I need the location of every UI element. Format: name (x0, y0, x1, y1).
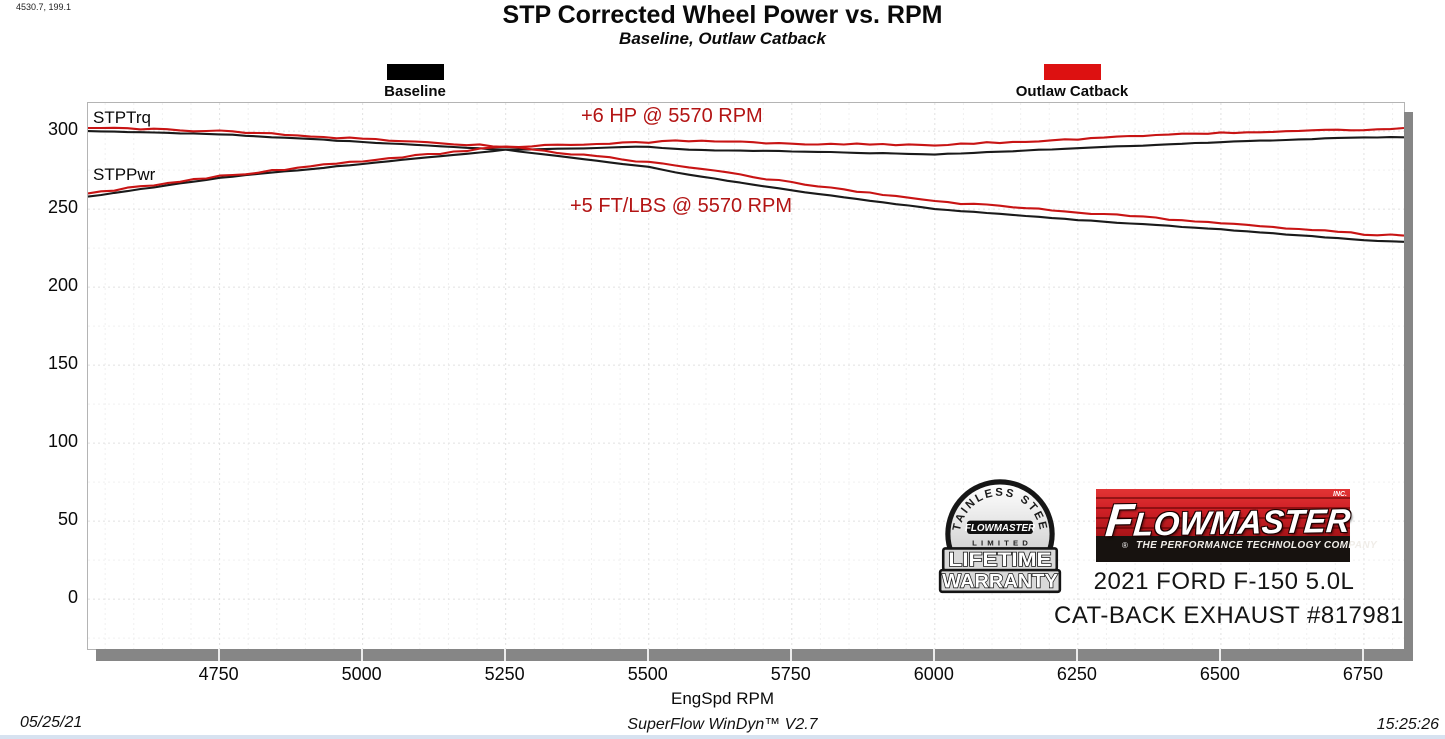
power-curve-label: STPPwr (93, 165, 156, 184)
badge-brand-plaque (966, 520, 1034, 534)
badge-brand-text: FLOWMASTER (965, 523, 1036, 534)
logo-registered-mark: ® (1122, 541, 1128, 550)
x-axis-tick-label: 6750 (1342, 664, 1383, 684)
hp-gain-annotation: +6 HP @ 5570 RPM (581, 105, 763, 127)
x-axis-bar-tick (646, 649, 649, 661)
x-axis-tick-label: 6500 (1199, 664, 1240, 684)
plot-shadow-right (1404, 112, 1413, 661)
badge-limited-text: LIMITED (972, 538, 1032, 547)
badge-warranty-text: WARRANTY (942, 571, 1058, 593)
curve-outlaw-catback-stptrq (88, 126, 1405, 237)
y-axis-tick-label: 100 (47, 431, 78, 452)
baseline-color-swatch (386, 64, 444, 80)
chart-subtitle: Baseline, Outlaw Catback (619, 29, 826, 48)
x-axis-tick-label: 5750 (770, 664, 811, 684)
x-axis-bar-tick (503, 649, 506, 661)
x-axis-bar-tick (789, 649, 792, 661)
outlaw-catback-color-swatch (1043, 64, 1101, 80)
cursor-coordinates-readout: 4530.7, 199.1 (16, 2, 72, 12)
badge-lifetime-text: LIFETIME (948, 549, 1051, 571)
x-axis-tick-label: 5500 (627, 664, 668, 684)
x-axis-bar-tick (932, 649, 935, 661)
footer-date: 05/25/21 (20, 714, 83, 731)
torque-gain-annotation: +5 FT/LBS @ 5570 RPM (570, 195, 793, 217)
x-axis-bar-tick (1218, 649, 1221, 661)
x-axis-bar (96, 649, 1413, 661)
vehicle-description: 2021 FORD F-150 5.0L (1093, 568, 1355, 595)
curve-outlaw-catback-stppwr (87, 126, 1405, 195)
dyno-curves-canvas (87, 103, 1405, 649)
y-axis-tick-label: 200 (47, 275, 78, 296)
flowmaster-logo: FLOWMASTER INC. ® THE PERFORMANCE TECHNO… (1096, 489, 1378, 562)
x-axis-bar-tick (1361, 649, 1364, 661)
footer-software: SuperFlow WinDyn™ V2.7 (627, 716, 818, 733)
logo-inc-text: INC. (1333, 491, 1347, 498)
x-axis-tick-label: 6250 (1056, 664, 1097, 684)
y-axis-tick-label: 300 (47, 119, 78, 140)
y-axis-tick-label: 50 (57, 509, 78, 530)
x-axis-bar-tick (360, 649, 363, 661)
baseline-legend-label: Baseline (384, 83, 446, 100)
x-axis-tick-label: 6000 (913, 664, 954, 684)
product-description: CAT-BACK EXHAUST #817981 (1054, 602, 1404, 629)
logo-tagline: THE PERFORMANCE TECHNOLOGY COMPANY (1136, 540, 1378, 551)
chart-title: STP Corrected Wheel Power vs. RPM (502, 1, 943, 29)
legend-item-outlaw-catback: Outlaw Catback (1008, 64, 1136, 100)
window-bottom-edge (0, 735, 1445, 739)
x-axis-bar-tick (217, 649, 220, 661)
x-axis-title: EngSpd RPM (671, 689, 774, 708)
y-axis-tick-label: 250 (47, 197, 78, 218)
legend-item-baseline: Baseline (357, 64, 473, 100)
y-axis-tick-label: 150 (47, 353, 78, 374)
x-axis-bar-tick (1075, 649, 1078, 661)
x-axis-tick-label: 5250 (484, 664, 525, 684)
footer-time: 15:25:26 (1376, 716, 1439, 733)
outlaw-catback-legend-label: Outlaw Catback (1015, 83, 1129, 100)
y-axis-tick-label: 0 (67, 587, 78, 608)
curve-baseline-stppwr (87, 136, 1405, 198)
curve-baseline-stptrq (87, 130, 1405, 243)
torque-curve-label: STPTrq (93, 108, 151, 127)
x-axis-tick-label: 4750 (198, 664, 239, 684)
badge-warranty-plate (938, 568, 1062, 594)
logo-wordmark: FLOWMASTER (1103, 493, 1352, 547)
logo-black-band (1096, 536, 1350, 562)
x-axis-tick-label: 5000 (341, 664, 382, 684)
lifetime-warranty-badge: STAINLESS STEEL FLOWMASTER LIMITED LIFET… (936, 470, 1062, 594)
logo-stripes (1096, 497, 1350, 536)
